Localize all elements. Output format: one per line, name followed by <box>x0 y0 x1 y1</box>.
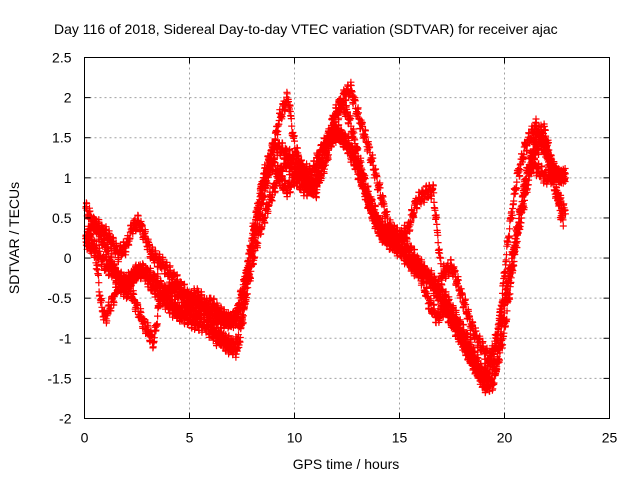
series-layer <box>82 78 569 397</box>
data-point <box>115 269 123 277</box>
data-point <box>442 288 450 296</box>
chart-title: Day 116 of 2018, Sidereal Day-to-day VTE… <box>54 21 558 37</box>
data-point <box>108 254 116 262</box>
